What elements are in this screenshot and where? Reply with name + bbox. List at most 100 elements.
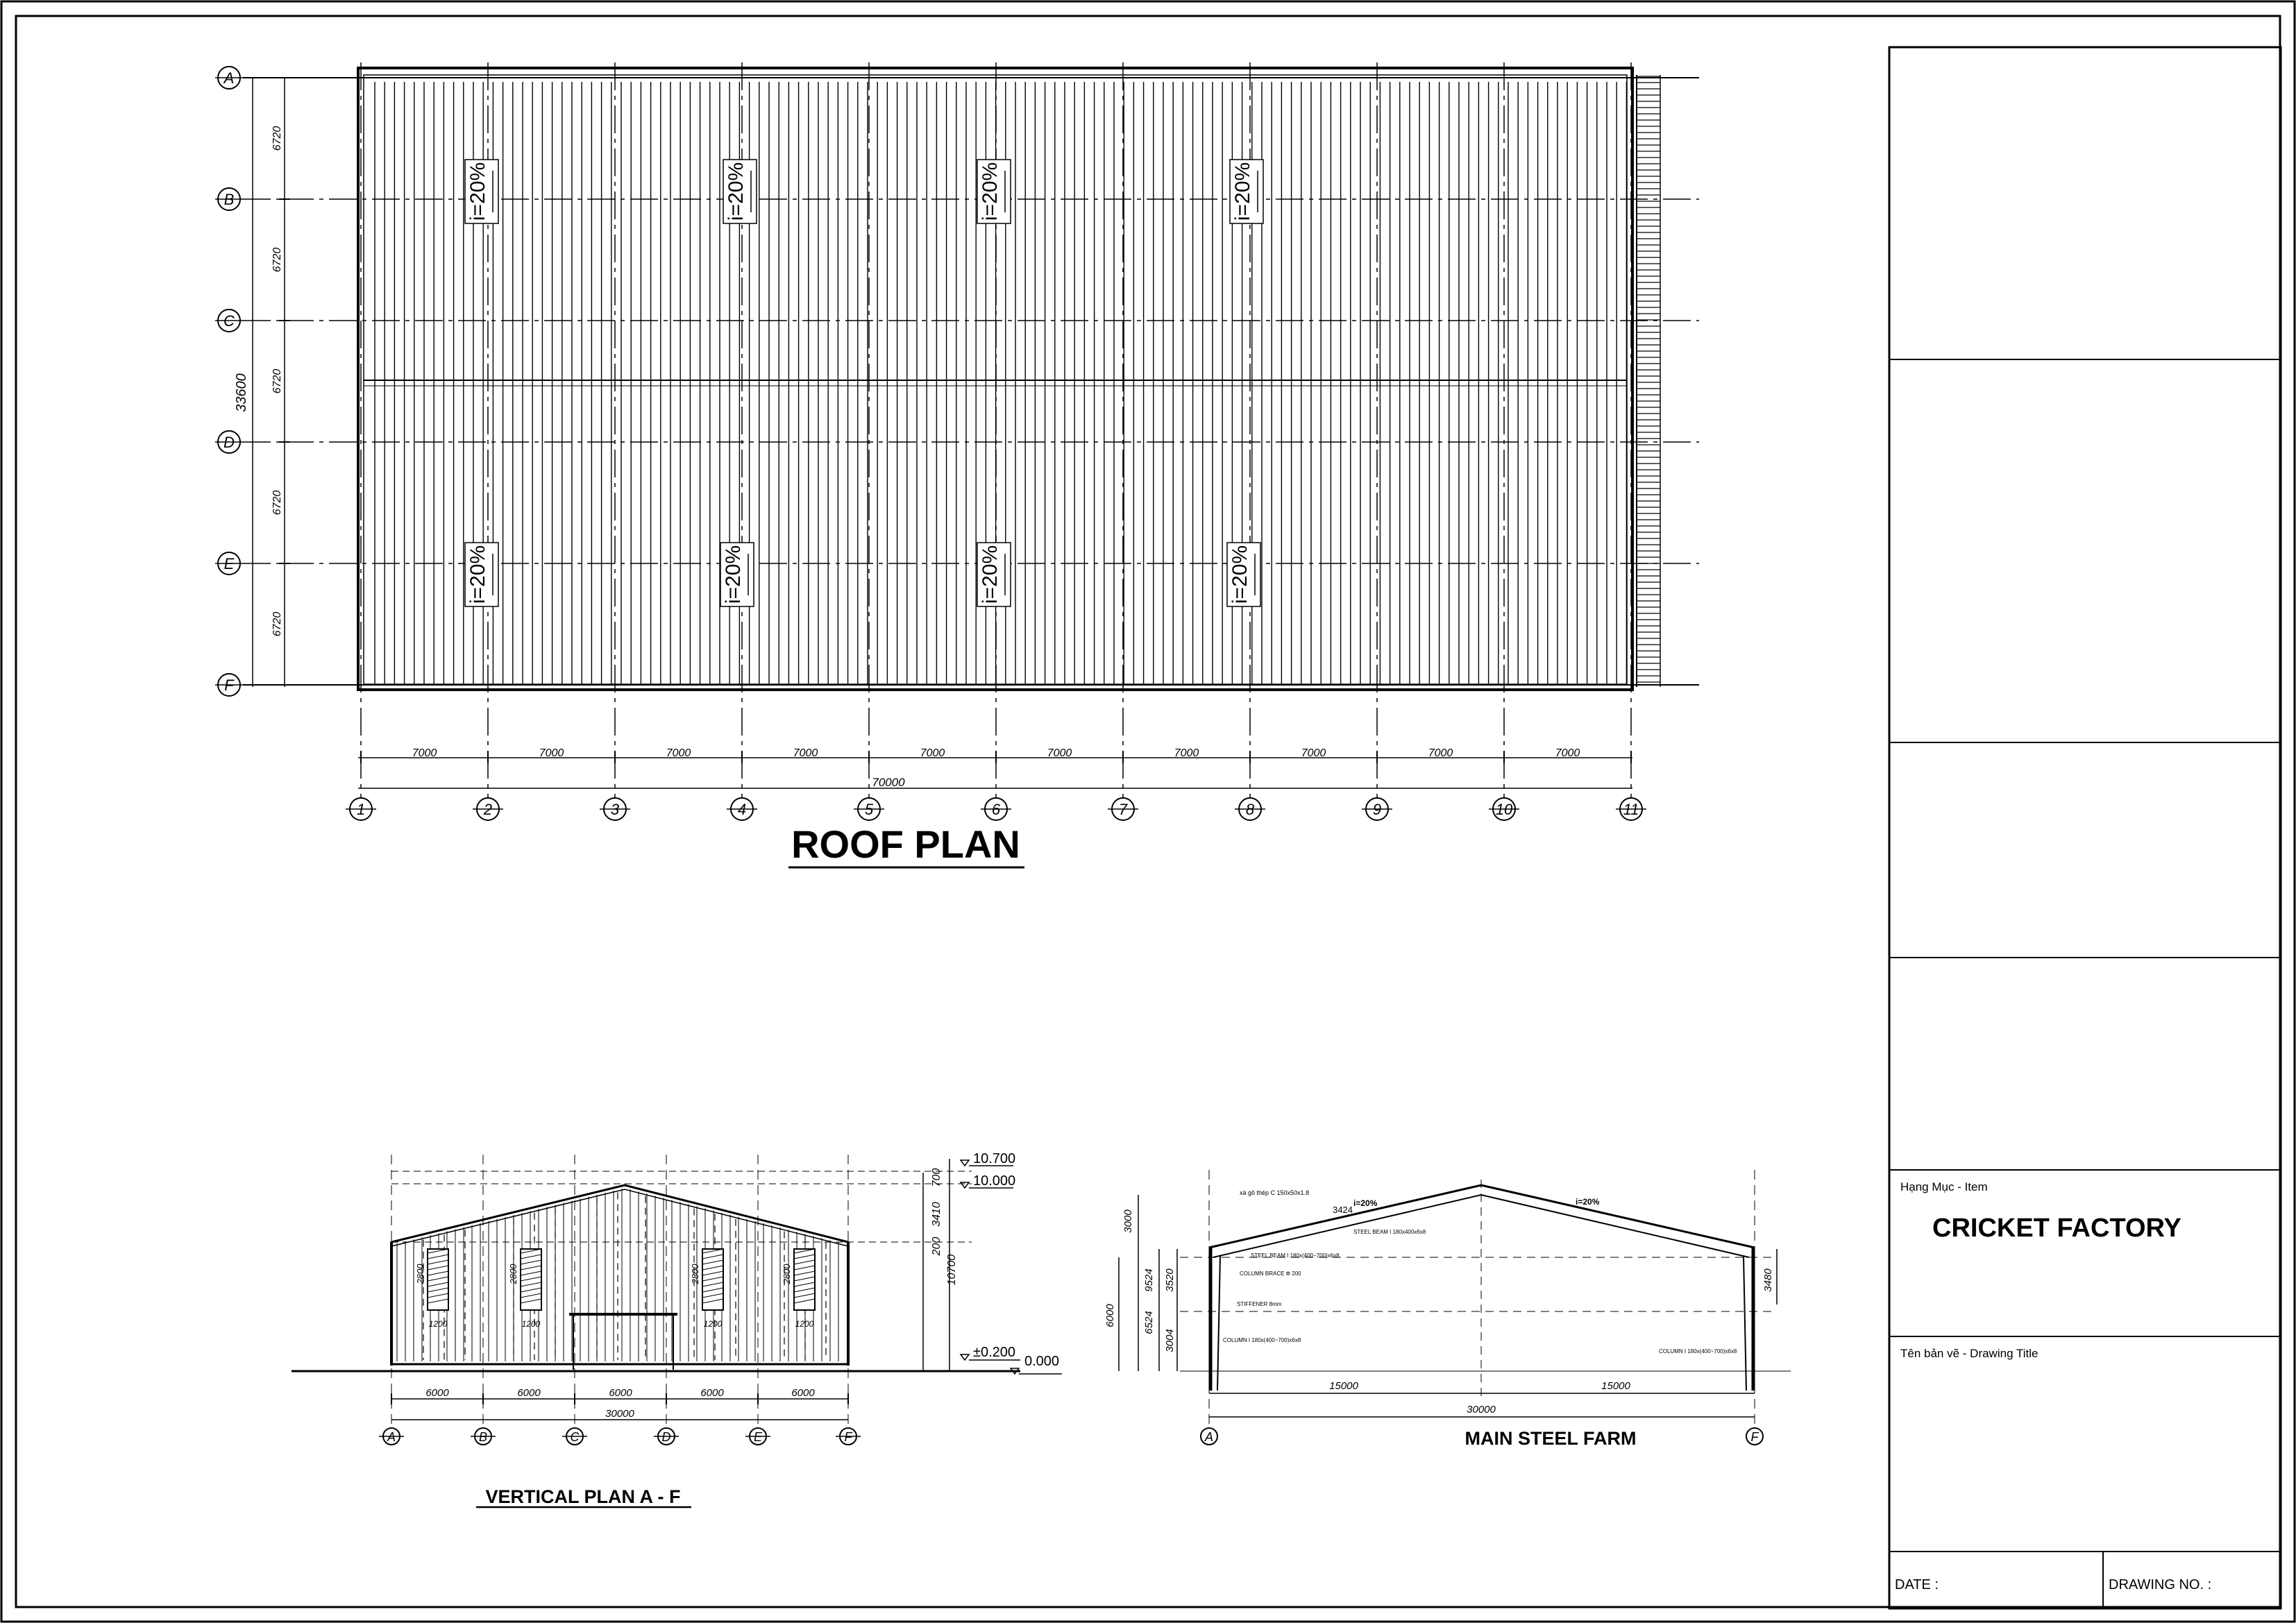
svg-text:A: A: [1204, 1430, 1213, 1444]
row-bubble-b: B: [215, 187, 243, 211]
roof-total-length-dim: 70000: [872, 776, 905, 789]
row-bubble-c: C: [215, 309, 243, 332]
slope-tag-6: i=20%: [977, 542, 1011, 607]
elev-bay-dim-3: 6000: [700, 1387, 724, 1399]
svg-text:i=20%: i=20%: [1231, 162, 1254, 221]
roof-row-bubbles: A B C D E F: [215, 66, 243, 697]
roof-total-depth-dim: 33600: [234, 373, 249, 412]
svg-text:D: D: [662, 1430, 671, 1444]
svg-text:i=20%: i=20%: [725, 162, 748, 221]
svg-text:2: 2: [483, 801, 492, 818]
roof-slope-tags: i=20% i=20% i=20% i=20% i=20% i=20% i=20% i=20%: [464, 159, 1264, 607]
svg-text:2800: 2800: [508, 1264, 518, 1285]
roof-plan-title: ROOF PLAN: [791, 822, 1020, 866]
elevation-doors: 2800 1200 2800 1200 2800 1200 2800 1200: [415, 1248, 816, 1329]
row-dim-3: 6720: [271, 491, 283, 516]
roof-row-dimensions: 6720 6720 6720 6720 6720: [271, 77, 290, 686]
svg-text:E: E: [224, 555, 235, 572]
col-bubble-8: 8: [1235, 797, 1265, 821]
svg-text:1200: 1200: [795, 1319, 814, 1329]
svg-text:i=20%: i=20%: [722, 545, 745, 604]
elev-bay-dim-0: 6000: [425, 1387, 449, 1399]
col-bubble-1: 1: [346, 797, 376, 821]
svg-text:1200: 1200: [429, 1319, 448, 1329]
row-bubble-e: E: [215, 552, 243, 575]
svg-text:C: C: [223, 312, 235, 330]
project-name: CRICKET FACTORY: [1932, 1214, 2181, 1243]
elev-bubble-e: E: [745, 1427, 770, 1445]
svg-text:10.000: 10.000: [973, 1173, 1015, 1189]
svg-text:5: 5: [865, 801, 874, 818]
svg-text:i=20%: i=20%: [979, 545, 1002, 604]
roof-sheeting-ribs: [374, 82, 1628, 684]
bay-dim-3: 7000: [793, 747, 818, 759]
bay-dim-6: 7000: [1174, 747, 1199, 759]
frame-dim-3520: 3520: [1164, 1268, 1176, 1292]
drawing-no-label: DRAWING NO. :: [2109, 1577, 2211, 1592]
svg-text:D: D: [223, 434, 235, 451]
slope-note-right: i=20%: [1576, 1197, 1600, 1207]
frame-span-right: 15000: [1601, 1380, 1630, 1392]
svg-text:6: 6: [992, 801, 1001, 818]
bay-dim-8: 7000: [1428, 747, 1453, 759]
bay-dim-2: 7000: [666, 747, 691, 759]
steel-frame-drawing: 3000 3520 9524 6524 3004 6000 3480 xà gồ…: [1104, 1170, 1791, 1449]
elev-bay-dim-1: 6000: [517, 1387, 541, 1399]
svg-text:E: E: [754, 1430, 763, 1444]
elev-dim-700: 700: [931, 1169, 943, 1187]
stiffener-note: STIFFENER 8mm: [1237, 1301, 1282, 1307]
svg-text:i=20%: i=20%: [466, 545, 489, 604]
bay-dim-5: 7000: [1047, 747, 1072, 759]
level-marker-0200: ±0.200: [959, 1345, 1020, 1361]
frame-bubble-a: A: [1200, 1427, 1218, 1445]
svg-text:11: 11: [1623, 801, 1639, 818]
svg-text:A: A: [223, 69, 235, 87]
door-1: 2800 1200: [508, 1248, 542, 1329]
svg-text:F: F: [1751, 1430, 1759, 1444]
svg-text:7: 7: [1119, 801, 1128, 818]
slope-tag-2: i=20%: [977, 159, 1011, 224]
elevation-grid-bubbles: A B C D E F: [379, 1427, 861, 1445]
svg-text:10.700: 10.700: [973, 1151, 1015, 1166]
slope-tag-5: i=20%: [720, 542, 754, 607]
vertical-plan-drawing: 2800 1200 2800 1200 2800 1200 2800 1200 700 341…: [292, 1151, 1062, 1509]
slope-tag-3: i=20%: [1229, 159, 1264, 224]
svg-text:C: C: [571, 1430, 580, 1444]
svg-text:9: 9: [1373, 801, 1381, 818]
vertical-plan-title: VERTICAL PLAN A - F: [486, 1486, 681, 1507]
elevation-dashed-lines: [423, 1192, 827, 1360]
row-bubble-a: A: [215, 66, 243, 90]
brace-note: COLUMN BRACE Φ 200: [1240, 1271, 1301, 1277]
svg-text:10: 10: [1496, 801, 1513, 818]
level-marker-0000: 0.000: [1009, 1354, 1062, 1375]
title-block: Hạng Mục - Item CRICKET FACTORY Tên bản …: [1888, 46, 2282, 1610]
elev-bay-dim-4: 6000: [791, 1387, 815, 1399]
door-3: 2800 1200: [782, 1248, 816, 1329]
rafter-note-2: STEEL BEAM I 180x400x6x8: [1353, 1229, 1426, 1235]
purlin-note: xà gồ thép C 150x50x1.8: [1240, 1189, 1309, 1196]
frame-dim-3004: 3004: [1164, 1329, 1176, 1352]
bay-dim-9: 7000: [1555, 747, 1580, 759]
svg-text:A: A: [387, 1430, 396, 1444]
frame-dim-3000: 3000: [1122, 1209, 1134, 1233]
svg-text:F: F: [845, 1430, 853, 1444]
col-bubble-6: 6: [981, 797, 1011, 821]
col-bubble-4: 4: [727, 797, 757, 821]
svg-text:i=20%: i=20%: [979, 162, 1002, 221]
frame-dim-6000: 6000: [1104, 1304, 1116, 1327]
col-bubble-5: 5: [854, 797, 884, 821]
row-dim-1: 6720: [271, 248, 283, 273]
door-2: 2800 1200: [690, 1248, 724, 1329]
elevation-bay-dimensions: 6000 6000 6000 6000 6000: [391, 1387, 849, 1404]
col-bubble-7: 7: [1108, 797, 1138, 821]
frame-bubble-f: F: [1746, 1427, 1764, 1445]
frame-span-left: 15000: [1329, 1380, 1358, 1392]
roof-outline: [357, 67, 1634, 691]
roof-bay-dimensions: 7000 7000 7000 7000 7000 7000 7000 7000 7000 7000: [360, 747, 1632, 763]
row-dim-0: 6720: [271, 126, 283, 151]
elevation-outline: [390, 1184, 850, 1366]
roof-column-bubbles: 1 2 3 4 5 6 7 8 9 10 11: [346, 797, 1646, 821]
